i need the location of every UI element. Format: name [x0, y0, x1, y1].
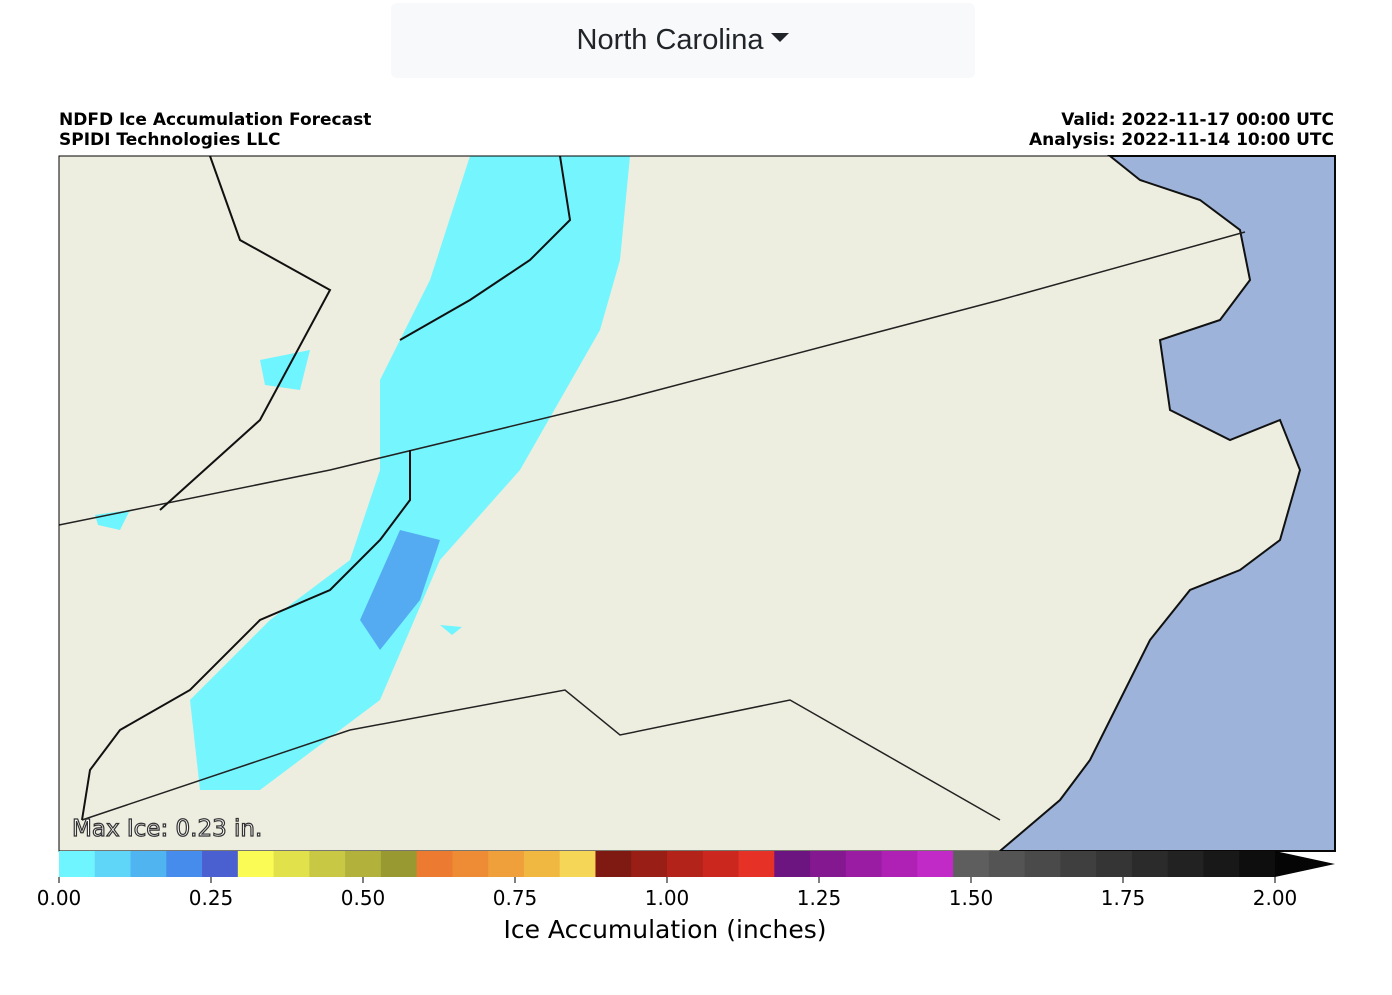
colorbar-swatch: [416, 851, 453, 877]
colorbar-swatch: [595, 851, 632, 877]
colorbar-swatch: [1060, 851, 1097, 877]
colorbar-swatch: [667, 851, 704, 877]
colorbar-extension: [1275, 851, 1335, 877]
state-dropdown[interactable]: North Carolina: [391, 3, 975, 78]
colorbar-swatch: [59, 851, 96, 877]
colorbar-swatch: [488, 851, 525, 877]
colorbar-tick-label: 0.25: [189, 886, 234, 910]
colorbar-swatch: [953, 851, 990, 877]
colorbar-swatch: [345, 851, 382, 877]
colorbar-swatch: [559, 851, 596, 877]
colorbar-swatch: [237, 851, 275, 877]
colorbar-swatch: [631, 851, 668, 877]
colorbar-swatch: [452, 851, 489, 877]
state-border: [58, 231, 1246, 526]
colorbar-tick-label: 1.75: [1101, 886, 1146, 910]
colorbar-swatch: [130, 851, 167, 877]
state-border: [81, 689, 1001, 821]
ice-area: [360, 530, 440, 650]
colorbar-tick-label: 0.50: [341, 886, 386, 910]
colorbar-swatch: [702, 851, 740, 877]
colorbar-label: Ice Accumulation (inches): [503, 915, 826, 944]
colorbar-swatch: [94, 851, 132, 877]
colorbar-swatch: [1167, 851, 1204, 877]
colorbar: 0.00 0.25 0.50 0.75 1.00 1.25 1.50 1.75 2.00: [37, 851, 1335, 910]
colorbar-swatch: [309, 851, 346, 877]
colorbar-swatch: [774, 851, 811, 877]
colorbar-tick-label: 1.50: [949, 886, 994, 910]
colorbar-tick-label: 1.00: [645, 886, 690, 910]
max-ice-annotation: Max Ice: 0.23 in.: [72, 816, 262, 842]
colorbar-swatch: [810, 851, 847, 877]
map-subtitle: SPIDI Technologies LLC: [59, 130, 280, 150]
colorbar-swatch: [273, 851, 310, 877]
valid-time: Valid: 2022-11-17 00:00 UTC: [1061, 110, 1334, 130]
colorbar-swatch: [988, 851, 1026, 877]
analysis-time: Analysis: 2022-11-14 10:00 UTC: [1029, 130, 1334, 150]
colorbar-swatch: [1096, 851, 1133, 877]
colorbar-tick-label: 1.25: [797, 886, 842, 910]
colorbar-swatch: [738, 851, 775, 877]
state-border: [81, 155, 572, 821]
map: Max Ice: 0.23 in.: [58, 155, 1336, 852]
colorbar-swatch: [202, 851, 239, 877]
colorbar-swatch: [380, 851, 418, 877]
colorbar-swatch: [1203, 851, 1240, 877]
colorbar-swatch: [845, 851, 883, 877]
colorbar-swatch: [1024, 851, 1061, 877]
dropdown-label: North Carolina: [576, 24, 764, 56]
colorbar-tick-label: 0.75: [493, 886, 538, 910]
colorbar-tick-label: 2.00: [1253, 886, 1298, 910]
colorbar-swatch: [1131, 851, 1169, 877]
colorbar-swatch: [917, 851, 954, 877]
map-title: NDFD Ice Accumulation Forecast: [59, 110, 371, 130]
ocean: [997, 155, 1336, 852]
colorbar-swatch: [523, 851, 561, 877]
colorbar-tick-label: 0.00: [37, 886, 82, 910]
colorbar-swatch: [1239, 851, 1276, 877]
caret: [771, 33, 790, 42]
colorbar-swatch: [166, 851, 203, 877]
colorbar-swatch: [881, 851, 918, 877]
